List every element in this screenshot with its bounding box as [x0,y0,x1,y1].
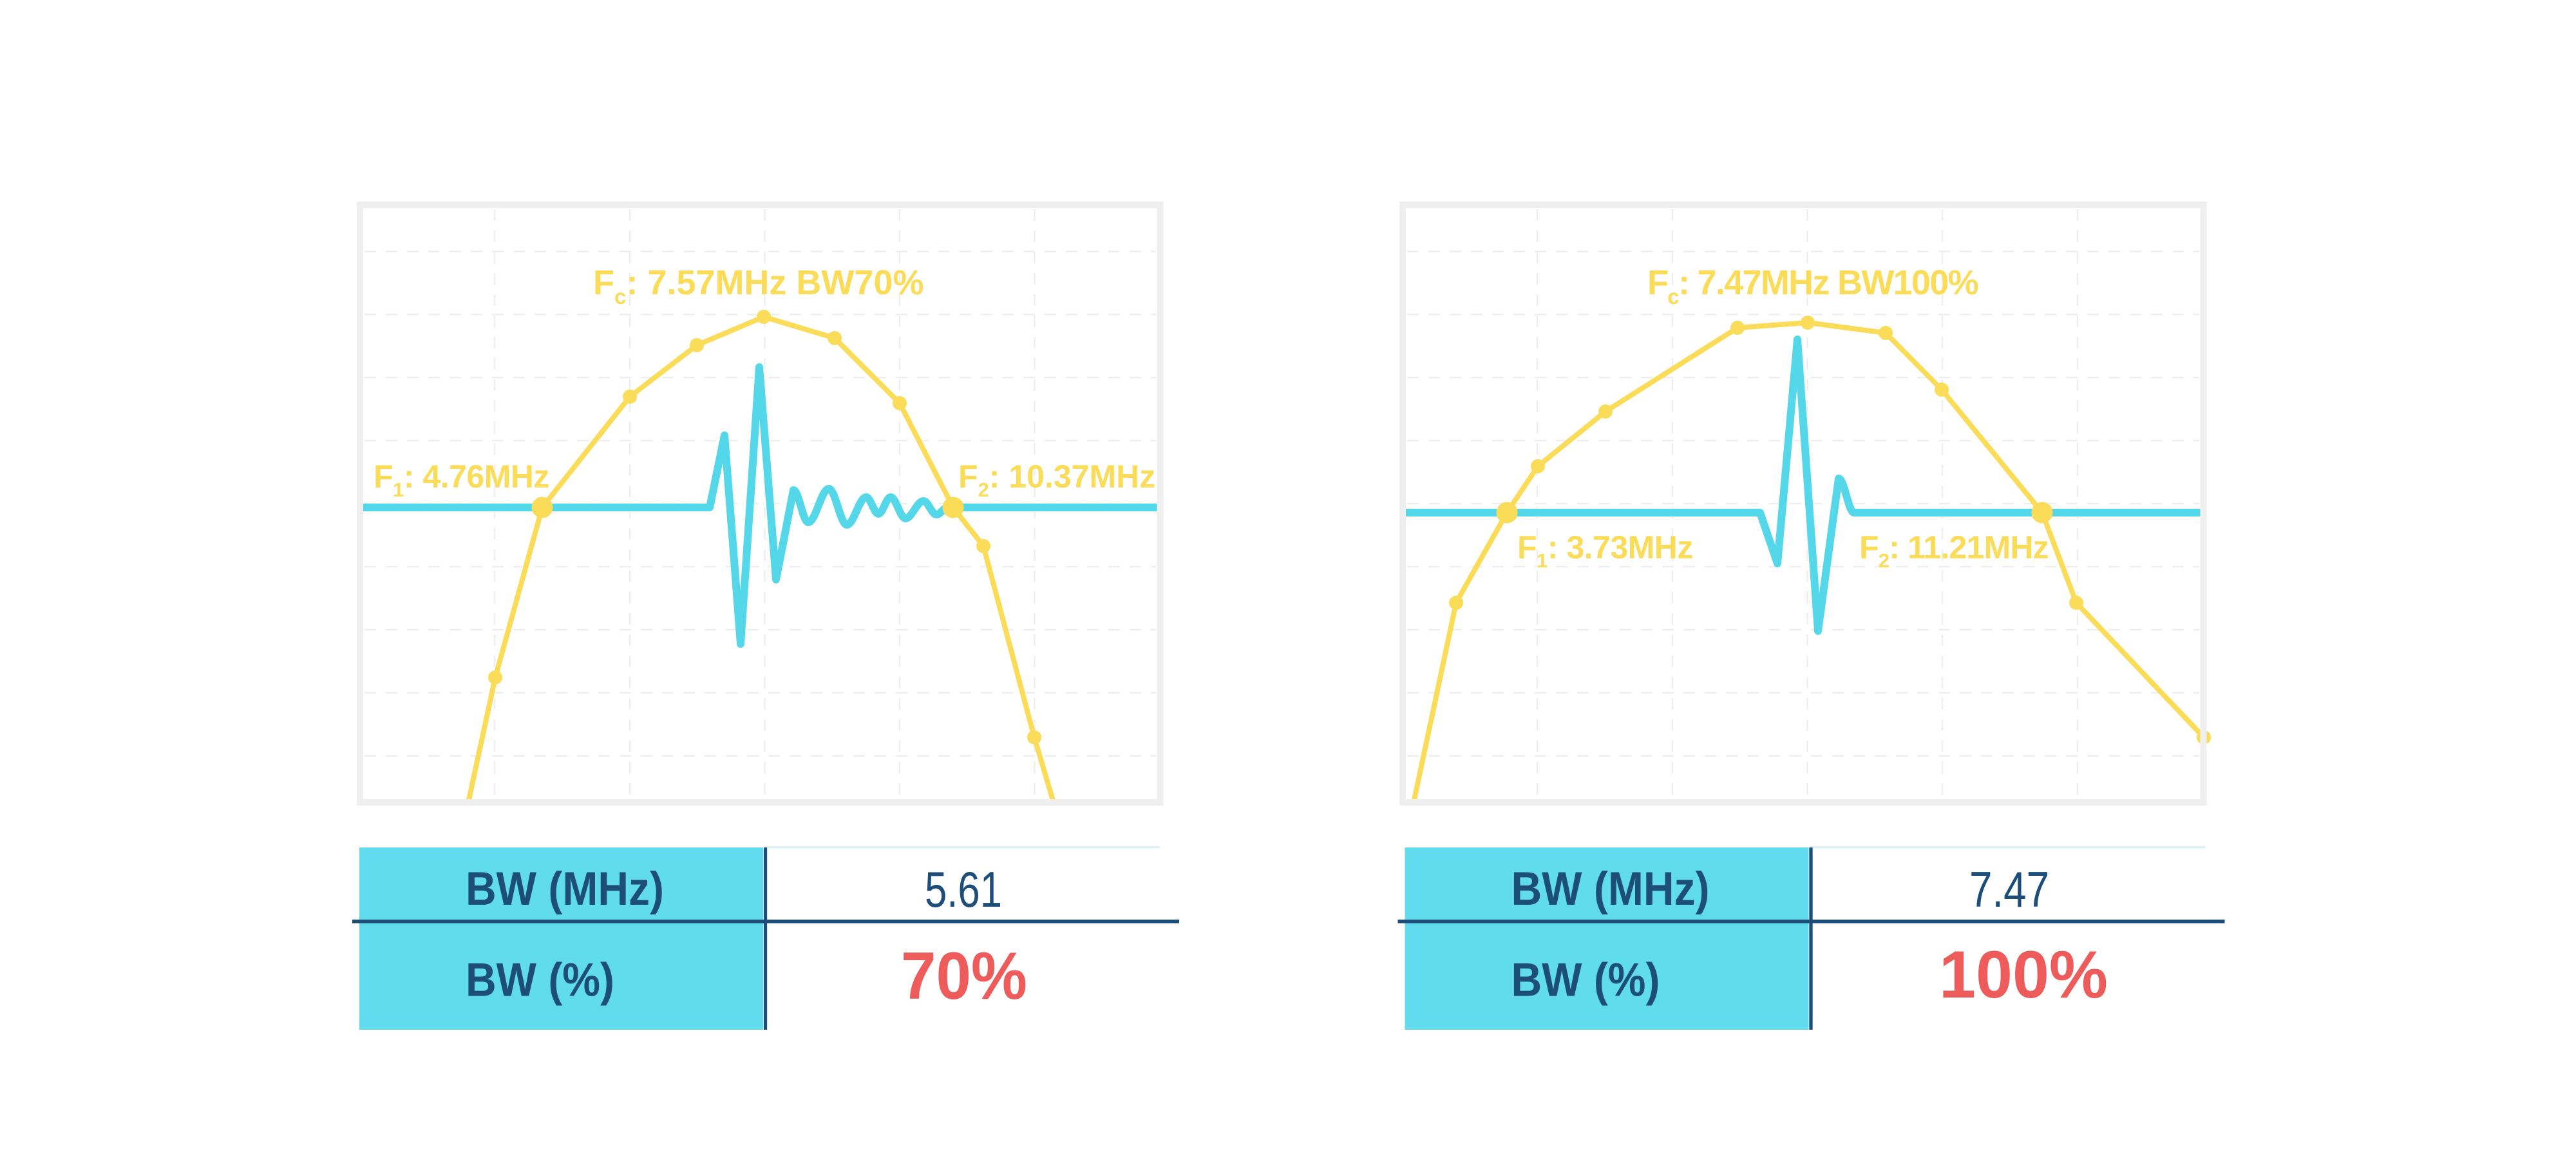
svg-text:BW (MHz): BW (MHz) [466,863,664,915]
svg-text:BW (%): BW (%) [1511,954,1660,1007]
svg-text:BW (%): BW (%) [466,954,614,1007]
svg-text:5.61: 5.61 [925,861,1002,918]
svg-text:7.47: 7.47 [1969,861,2049,918]
svg-text:100%: 100% [1939,938,2108,1012]
svg-text:70%: 70% [901,939,1027,1014]
svg-text:Fc: 7.47MHz BW100%: Fc: 7.47MHz BW100% [1647,263,1978,308]
svg-text:F2: 11.21MHz: F2: 11.21MHz [1859,529,2049,572]
svg-text:F2: 10.37MHz: F2: 10.37MHz [958,459,1155,501]
svg-text:Fc: 7.57MHz BW70%: Fc: 7.57MHz BW70% [593,263,923,308]
svg-text:BW (MHz): BW (MHz) [1511,863,1710,915]
